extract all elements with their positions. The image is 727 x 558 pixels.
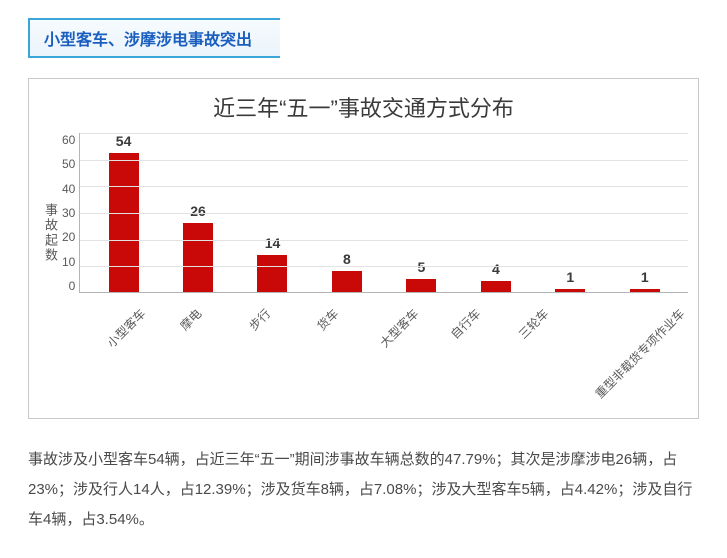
chart-x-tick: 三轮车 <box>494 297 562 314</box>
chart-bar-value-label: 1 <box>641 269 649 285</box>
chart-plot-area: 54261485411 <box>79 133 688 293</box>
chart-gridline <box>80 266 688 267</box>
chart-bar <box>332 271 362 292</box>
chart-gridline <box>80 160 688 161</box>
chart-gridline <box>80 240 688 241</box>
chart-y-tick: 60 <box>62 133 75 147</box>
chart-y-tick: 10 <box>62 255 75 269</box>
chart-y-tick: 30 <box>62 206 75 220</box>
chart-bar <box>630 289 660 292</box>
chart-bar-value-label: 4 <box>492 261 500 277</box>
chart-x-tick: 货车 <box>290 297 358 314</box>
chart-bar <box>183 223 213 292</box>
chart-x-tick: 重型非载货专项作业车 <box>562 297 682 314</box>
chart-bar-value-label: 26 <box>190 203 206 219</box>
chart-title: 近三年“五一”事故交通方式分布 <box>39 91 688 123</box>
chart-gridline <box>80 186 688 187</box>
chart-plot-wrap: 54261485411 小型客车摩电步行货车大型客车自行车三轮车重型非载货专项作… <box>79 133 688 412</box>
chart-x-tick-padding <box>79 314 688 412</box>
chart-bar-value-label: 14 <box>265 235 281 251</box>
chart-x-tick: 小型客车 <box>85 297 153 314</box>
chart-bar <box>481 281 511 292</box>
chart-bar-value-label: 54 <box>116 133 132 149</box>
chart-y-tick: 50 <box>62 157 75 171</box>
page-root: 小型客车、涉摩涉电事故突出 近三年“五一”事故交通方式分布 事故起数 60 50 4… <box>0 0 727 555</box>
chart-gridline <box>80 133 688 134</box>
chart-x-tick: 自行车 <box>426 297 494 314</box>
chart-gridline <box>80 213 688 214</box>
chart-x-tick: 摩电 <box>153 297 221 314</box>
chart-x-tick: 步行 <box>222 297 290 314</box>
chart-bar <box>406 279 436 292</box>
chart-bar <box>555 289 585 292</box>
chart-y-axis-ticks: 60 50 40 30 20 10 0 <box>62 133 79 293</box>
chart-card: 近三年“五一”事故交通方式分布 事故起数 60 50 40 30 20 10 0 54 26 1… <box>28 78 699 419</box>
chart-y-tick: 40 <box>62 182 75 196</box>
chart-bar-value-label: 8 <box>343 251 351 267</box>
chart-body: 事故起数 6050403020100 54261485411 小型客车摩电步行货… <box>39 133 688 412</box>
body-paragraph: 事故涉及小型客车54辆，占近三年“五一”期间涉事故车辆总数的47.79%；其次是… <box>28 445 699 535</box>
chart-x-tick: 大型客车 <box>358 297 426 314</box>
section-header: 小型客车、涉摩涉电事故突出 <box>28 18 280 58</box>
chart-y-tick: 0 <box>69 279 76 293</box>
chart-bar <box>109 153 139 292</box>
section-header-title: 小型客车、涉摩涉电事故突出 <box>44 32 252 49</box>
chart-y-axis-label: 事故起数 <box>39 173 62 263</box>
chart-x-axis-ticks: 小型客车摩电步行货车大型客车自行车三轮车重型非载货专项作业车 <box>79 293 688 314</box>
chart-y-tick: 20 <box>62 230 75 244</box>
chart-bar <box>257 255 287 292</box>
chart-bar-value-label: 1 <box>566 269 574 285</box>
